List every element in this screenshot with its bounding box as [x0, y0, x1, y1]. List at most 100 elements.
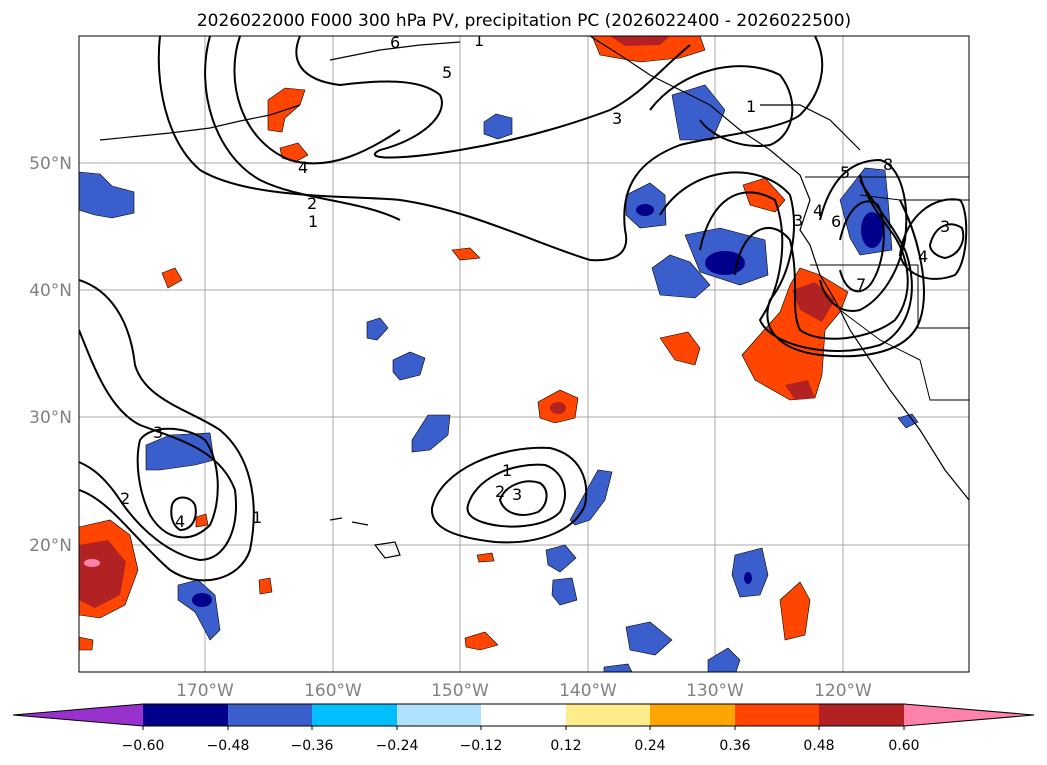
- colorbar: −0.60 −0.48 −0.36 −0.24 −0.12 0.12 0.24 …: [12, 703, 1035, 754]
- lon-labels: 170°W 160°W 150°W 140°W 130°W 120°W: [176, 681, 872, 701]
- island-oahu: [351, 521, 369, 526]
- precip-pos-core: [785, 380, 815, 400]
- precip-neg-patch: [366, 317, 389, 341]
- precip-pos-patch: [258, 577, 273, 595]
- colorbar-segments: [12, 703, 1035, 727]
- precip-pos-patch: [476, 552, 495, 563]
- colorbar-segment: [904, 704, 1034, 726]
- island-kauai: [329, 517, 343, 521]
- precip-pos-patch: [659, 331, 701, 366]
- contour-label: 2: [495, 482, 505, 501]
- pv-contour-5-north: [295, 36, 691, 159]
- map-background: [79, 36, 969, 672]
- contour-label: 3: [940, 217, 950, 236]
- precip-pos-patch: [451, 247, 481, 261]
- contour-label: 2: [120, 489, 130, 508]
- precip-pos-patch: [779, 581, 811, 641]
- map-content: 6 1 5 3 1 4 2 1 3 2 4 1 1 2 3 3 4 6 5 8 …: [79, 33, 969, 672]
- lon-label: 170°W: [176, 681, 234, 701]
- contour-label: 1: [746, 97, 756, 116]
- colorbar-segment: [819, 704, 904, 726]
- precip-pos-core: [610, 36, 670, 46]
- colorbar-label: 0.24: [634, 738, 665, 754]
- contour-label: 2: [307, 194, 317, 213]
- pv-contour-1-ne: [649, 65, 794, 147]
- pv-contour-4-sw: [170, 496, 197, 532]
- contour-label: 7: [856, 275, 866, 294]
- precip-neg-core: [744, 572, 752, 584]
- island-hawaii: [373, 541, 401, 559]
- colorbar-label: 0.12: [550, 738, 581, 754]
- pv-contour-3-central: [498, 480, 548, 516]
- colorbar-segment: [312, 704, 397, 726]
- pv-contour-far-east: [898, 198, 968, 280]
- colorbar-segment: [397, 704, 481, 726]
- coastline-aleutians: [99, 104, 301, 141]
- precip-negative: [79, 84, 919, 672]
- precip-neg-core: [636, 204, 654, 216]
- pv-contour-trough-2: [699, 179, 913, 352]
- contour-label: 3: [512, 485, 522, 504]
- precip-neg-patch: [79, 171, 135, 219]
- coastline-north-america: [589, 36, 969, 501]
- precip-positive: [79, 36, 849, 651]
- colorbar-segment: [650, 704, 735, 726]
- precip-neg-patch: [651, 254, 711, 299]
- colorbar-label: 0.36: [719, 738, 750, 754]
- gridlines: [79, 36, 969, 672]
- colorbar-ticks: [142, 726, 905, 730]
- pv-contour-trough-5: [839, 200, 885, 293]
- contour-label: 4: [298, 158, 308, 177]
- lon-label: 140°W: [559, 681, 617, 701]
- colorbar-label: −0.12: [460, 738, 503, 754]
- contour-labels: 6 1 5 3 1 4 2 1 3 2 4 1 1 2 3 3 4 6 5 8 …: [120, 33, 950, 531]
- precip-neg-patch: [731, 547, 769, 598]
- colorbar-segment: [228, 704, 312, 726]
- coastline-alaska-south: [329, 41, 461, 61]
- lon-label: 160°W: [304, 681, 362, 701]
- precip-neg-patch: [603, 663, 633, 672]
- precip-neg-core: [192, 593, 212, 607]
- state-borders-south: [839, 309, 969, 401]
- precip-pos-core: [550, 402, 566, 414]
- pv-contour-1-north: [157, 36, 824, 262]
- colorbar-label: −0.48: [207, 738, 250, 754]
- pv-contour-3-sw: [136, 427, 219, 539]
- colorbar-label: 0.60: [888, 738, 919, 754]
- precip-pos-peak: [84, 559, 100, 567]
- colorbar-labels: −0.60 −0.48 −0.36 −0.24 −0.12 0.12 0.24 …: [122, 738, 920, 754]
- colorbar-segment: [735, 704, 819, 726]
- precip-neg-patch: [625, 621, 673, 656]
- precip-pos-patch: [161, 267, 183, 289]
- precip-neg-patch: [671, 84, 726, 141]
- precip-neg-patch: [392, 351, 426, 381]
- colorbar-segment: [566, 704, 650, 726]
- precip-neg-patch: [483, 113, 513, 140]
- contour-label: 5: [442, 63, 452, 82]
- colorbar-segment: [481, 704, 566, 726]
- lon-label: 130°W: [686, 681, 744, 701]
- contour-label: 6: [390, 33, 400, 52]
- precip-neg-patch: [145, 432, 215, 471]
- colorbar-label: −0.24: [376, 738, 419, 754]
- lat-label: 50°N: [29, 154, 72, 174]
- precip-neg-patch: [707, 647, 741, 672]
- coastline-bc-inlets: [760, 104, 861, 151]
- colorbar-label: −0.60: [122, 738, 165, 754]
- precip-neg-patch: [545, 544, 577, 573]
- precip-neg-core: [861, 212, 883, 248]
- colorbar-label: −0.36: [291, 738, 334, 754]
- contour-label: 1: [308, 212, 318, 231]
- precip-neg-patch: [551, 577, 578, 606]
- contour-label: 1: [502, 461, 512, 480]
- pv-contour-1-central: [430, 446, 588, 544]
- colorbar-segment: [143, 704, 228, 726]
- figure-title: 2026022000 F000 300 hPa PV, precipitatio…: [197, 11, 851, 31]
- precip-pos-core: [79, 540, 126, 608]
- pv-contours: [79, 36, 968, 582]
- precip-neg-patch: [897, 413, 919, 429]
- contour-label: 4: [918, 247, 928, 266]
- contour-label: 8: [883, 155, 893, 174]
- lat-label: 30°N: [29, 408, 72, 428]
